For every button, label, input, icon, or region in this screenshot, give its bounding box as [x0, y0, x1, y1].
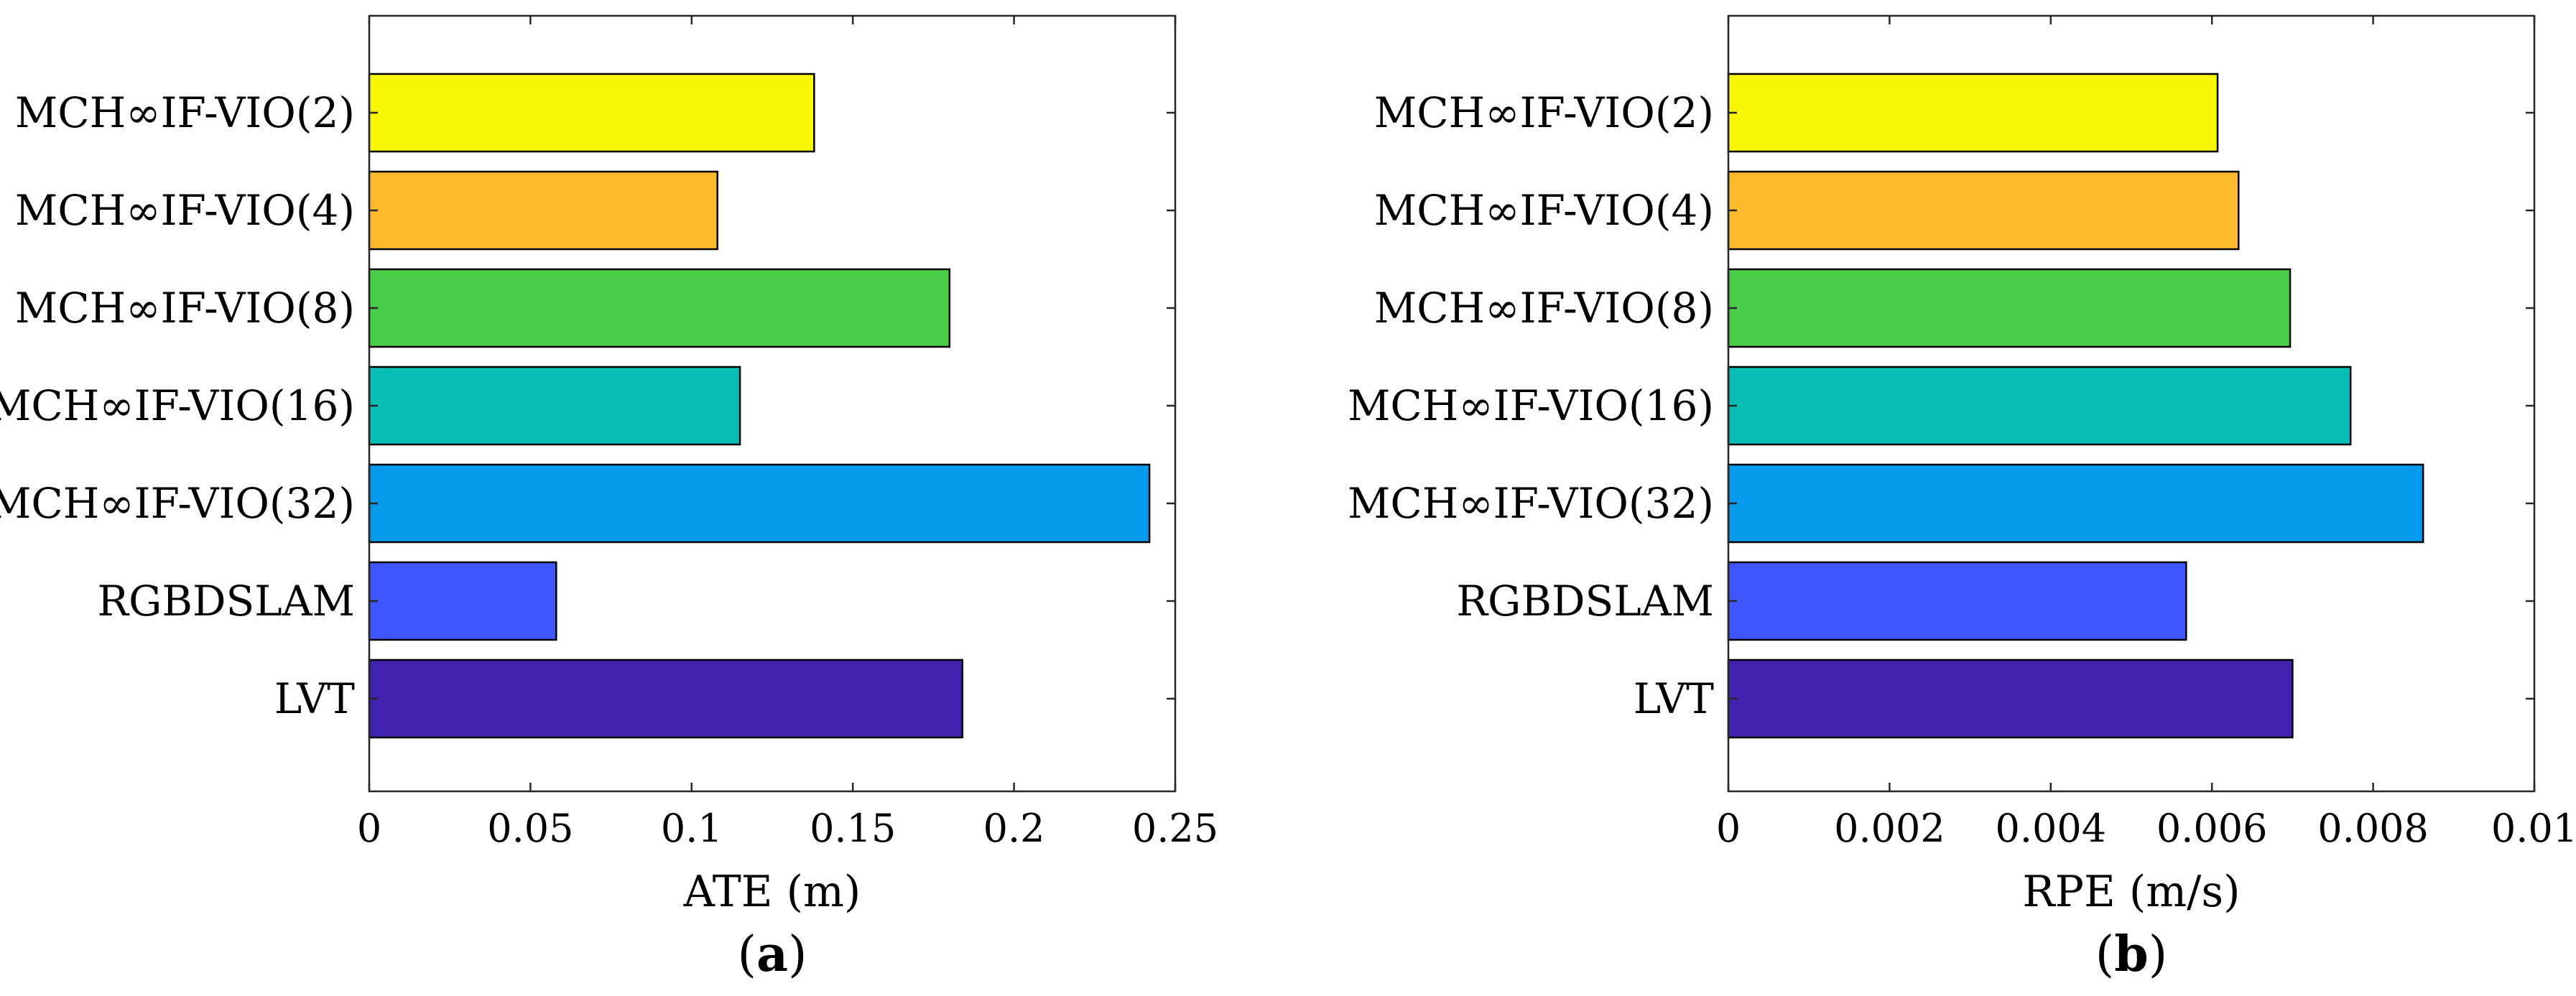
category-label: LVT: [1634, 674, 1715, 723]
axes-box: [368, 14, 1177, 793]
x-tick-label: 0.008: [2317, 806, 2429, 851]
bar-2: [1727, 170, 2240, 251]
category-label: MCH∞IF-VIO(32): [1348, 479, 1714, 528]
category-label: RGBDSLAM: [97, 577, 355, 625]
x-tick-label: 0.25: [1132, 806, 1218, 851]
bar-7: [1727, 658, 2294, 739]
x-tick-label: 0.05: [487, 806, 573, 851]
category-label: MCH∞IF-VIO(4): [15, 186, 355, 235]
category-label: MCH∞IF-VIO(8): [1374, 284, 1714, 332]
category-label: MCH∞IF-VIO(16): [1348, 381, 1714, 430]
bar-4: [368, 366, 741, 446]
x-axis-title: ATE (m): [683, 867, 861, 917]
chart-panel-a: MCH∞IF-VIO(2) MCH∞IF-VIO(4) MCH∞IF-VIO(8) M…: [0, 14, 1218, 983]
x-tick-label: 0.006: [2156, 806, 2268, 851]
x-tick-label: 0: [1716, 806, 1741, 851]
x-axis-title: RPE (m/s): [2022, 867, 2240, 917]
category-label: MCH∞IF-VIO(32): [0, 479, 355, 528]
bar-1: [368, 73, 815, 153]
panel-label: (a): [737, 926, 807, 983]
bar-5: [1727, 463, 2424, 544]
x-tick-label: 0.01: [2491, 806, 2576, 851]
category-label: MCH∞IF-VIO(2): [15, 88, 355, 137]
category-label: LVT: [274, 674, 356, 723]
x-tick-label: 0: [357, 806, 381, 851]
category-label: MCH∞IF-VIO(4): [1374, 186, 1714, 235]
axes-box: [1727, 14, 2536, 793]
x-tick-label: 0.002: [1834, 806, 1945, 851]
bar-2: [368, 170, 718, 251]
bar-6: [1727, 561, 2187, 641]
panel-letter: a: [756, 926, 788, 983]
category-label: MCH∞IF-VIO(8): [15, 284, 355, 332]
bar-3: [368, 268, 951, 348]
x-tick-label: 0.004: [1996, 806, 2107, 851]
category-label: MCH∞IF-VIO(2): [1374, 88, 1714, 137]
category-label: MCH∞IF-VIO(16): [0, 381, 355, 430]
panel-letter: b: [2114, 926, 2149, 983]
x-tick-label: 0.2: [983, 806, 1045, 851]
x-tick-label: 0.15: [810, 806, 896, 851]
bar-3: [1727, 268, 2292, 348]
bar-7: [368, 658, 964, 739]
x-tick-label: 0.1: [661, 806, 723, 851]
chart-panel-b: MCH∞IF-VIO(2) MCH∞IF-VIO(4) MCH∞IF-VIO(8) M…: [1348, 14, 2576, 983]
category-label: RGBDSLAM: [1456, 577, 1714, 625]
bar-4: [1727, 366, 2352, 446]
bar-5: [368, 463, 1151, 544]
panel-label: (b): [2095, 926, 2168, 983]
bar-6: [368, 561, 557, 641]
bar-1: [1727, 73, 2219, 153]
